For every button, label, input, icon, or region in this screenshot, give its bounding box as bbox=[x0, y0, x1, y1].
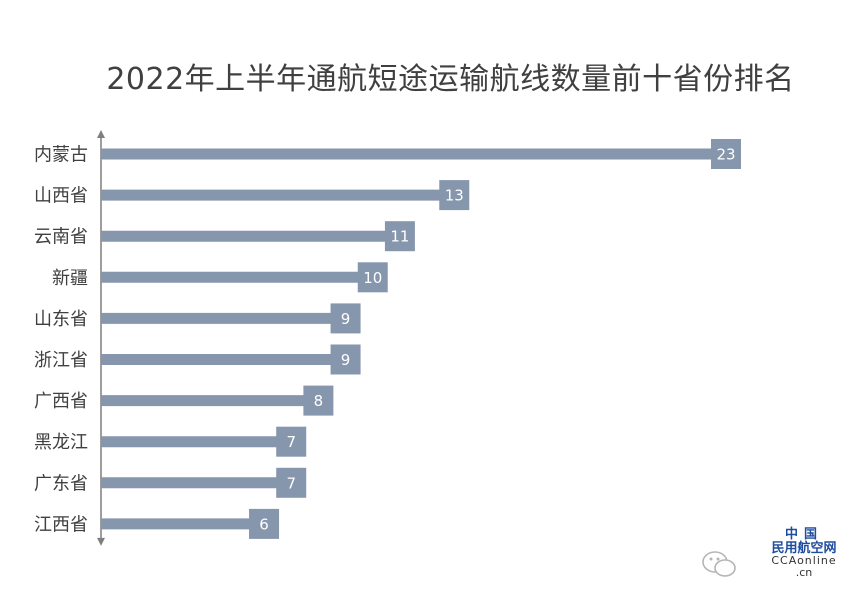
data-label-box bbox=[330, 344, 361, 375]
data-label: 7 bbox=[286, 433, 296, 451]
data-label: 9 bbox=[341, 351, 351, 369]
bar bbox=[101, 271, 384, 283]
data-label-box bbox=[276, 467, 307, 498]
logo-text-line2: 民用航空网 bbox=[771, 540, 837, 556]
data-label: 10 bbox=[363, 269, 382, 287]
bar bbox=[101, 518, 276, 530]
bar bbox=[101, 148, 737, 160]
y-axis-arrow-top bbox=[97, 130, 105, 138]
category-label: 广东省 bbox=[34, 473, 88, 494]
chart-title: 2022年上半年通航短途运输航线数量前十省份排名 bbox=[106, 62, 795, 97]
bar bbox=[101, 477, 303, 489]
y-axis-arrow-bottom bbox=[97, 537, 105, 546]
data-label-box bbox=[249, 508, 280, 539]
logo-text-line4: .cn bbox=[795, 565, 813, 579]
wechat-icon bbox=[702, 551, 736, 577]
category-label: 云南省 bbox=[34, 227, 88, 248]
data-label: 23 bbox=[716, 146, 735, 164]
bar bbox=[101, 436, 303, 448]
category-label: 浙江省 bbox=[34, 350, 88, 371]
bar bbox=[101, 230, 411, 242]
data-label: 7 bbox=[286, 474, 296, 492]
category-label: 广西省 bbox=[34, 391, 88, 412]
data-label-box bbox=[711, 139, 741, 169]
category-label: 山西省 bbox=[34, 186, 88, 207]
data-label-box bbox=[357, 262, 388, 293]
data-label-box bbox=[276, 426, 307, 457]
bar bbox=[101, 312, 357, 324]
data-label: 9 bbox=[341, 310, 351, 328]
data-label-box bbox=[303, 385, 334, 416]
category-label: 江西省 bbox=[34, 514, 88, 535]
data-label: 13 bbox=[445, 187, 464, 205]
data-label-box bbox=[384, 221, 415, 252]
data-label: 6 bbox=[259, 515, 269, 533]
category-label: 内蒙古 bbox=[34, 145, 88, 166]
data-label-box bbox=[439, 180, 470, 211]
data-label: 11 bbox=[390, 228, 409, 246]
data-label: 8 bbox=[314, 392, 324, 410]
bar bbox=[101, 354, 357, 365]
data-label-box bbox=[330, 303, 361, 334]
bar bbox=[101, 395, 330, 407]
category-label: 新疆 bbox=[52, 268, 88, 289]
logo-text-line3: CCAonline bbox=[771, 554, 837, 568]
bar bbox=[101, 189, 466, 201]
ccaonline-logo: 中国 民用航空网 CCAonline .cn bbox=[758, 528, 850, 578]
category-label: 黑龙江 bbox=[34, 432, 88, 453]
logo-text-line1: 中国 bbox=[784, 527, 823, 542]
category-label: 山东省 bbox=[34, 309, 88, 330]
